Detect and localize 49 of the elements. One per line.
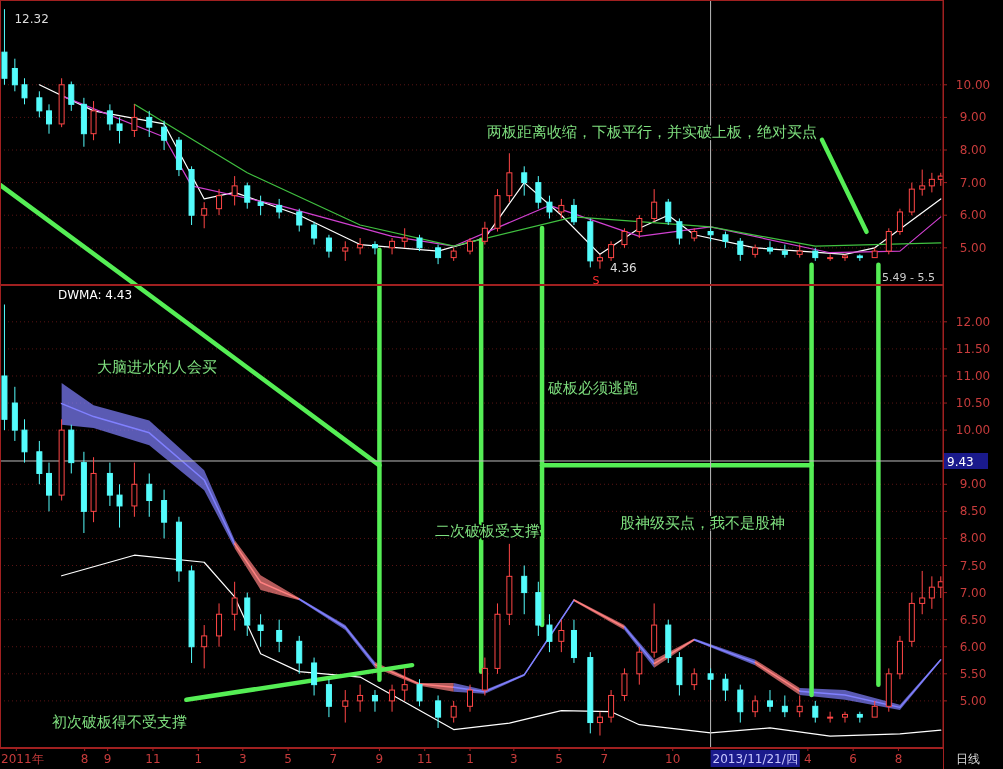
y-tick-label: 10.00 (955, 423, 991, 438)
y-tick-label: 11.50 (955, 341, 991, 356)
y-tick-label: 11.00 (955, 368, 991, 383)
x-tick-label: 8 (80, 752, 89, 766)
y-tick-label: 6.00 (959, 639, 987, 654)
x-tick-label: 1 (194, 752, 203, 766)
y-tick-label: 7.50 (959, 558, 987, 573)
y-tick-label: 10.50 (955, 396, 991, 411)
y-tick-label: 7.00 (959, 175, 987, 190)
annotation: 破板必须逃跑 (547, 379, 638, 397)
y-tick-label: 9.00 (959, 110, 987, 125)
y-tick-label: 8.00 (959, 531, 987, 546)
y-tick-label: 12.00 (955, 314, 991, 329)
x-tick-label: 11 (417, 752, 433, 766)
y-tick-label: 6.00 (959, 208, 987, 223)
x-tick-label: 4 (804, 752, 812, 766)
y-tick-label: 8.50 (959, 504, 987, 519)
y-tick-label: 8.00 (959, 143, 987, 157)
x-tick-label: 11 (145, 752, 161, 766)
x-tick-label: 10 (665, 752, 681, 766)
y-tick-label: 10.00 (955, 77, 991, 92)
annotation: DWMA: 4.43 (58, 288, 133, 302)
annotation: 初次破板得不受支撑 (52, 713, 187, 731)
ref-line-label: 9.43 (947, 454, 974, 469)
y-tick-label: 9.00 (959, 477, 987, 492)
annotation: S (592, 274, 600, 287)
y-tick-label: 5.00 (959, 240, 987, 255)
annotation: 5.49 - 5.5 (882, 271, 935, 284)
x-tick-label: 2011年 (1, 752, 44, 766)
x-tick-label: 9 (103, 752, 112, 766)
y-tick-label: 5.00 (959, 693, 987, 708)
y-tick-label: 7.00 (959, 585, 987, 600)
x-tick-label: 3 (238, 752, 247, 766)
x-tick-label: 7 (329, 752, 338, 766)
y-tick-label: 5.50 (959, 666, 987, 681)
annotation: 12.32 (14, 12, 49, 27)
annotation: 4.36 (609, 260, 637, 275)
x-tick-label: 3 (510, 752, 518, 766)
x-tick-label: 6 (849, 752, 857, 766)
x-tick-label: 1 (466, 752, 474, 766)
ref-line-label: 2013/11/21/四 (712, 752, 798, 766)
y-tick-label: 6.50 (959, 612, 987, 627)
x-tick-label: 5 (555, 752, 563, 766)
x-tick-label: 5 (284, 752, 292, 766)
x-tick-label: 8 (894, 752, 903, 766)
x-tick-label: 7 (600, 752, 609, 766)
text: 日线 (956, 752, 980, 766)
x-tick-label: 9 (375, 752, 384, 766)
annotation: 大脑进水的人会买 (97, 358, 217, 376)
